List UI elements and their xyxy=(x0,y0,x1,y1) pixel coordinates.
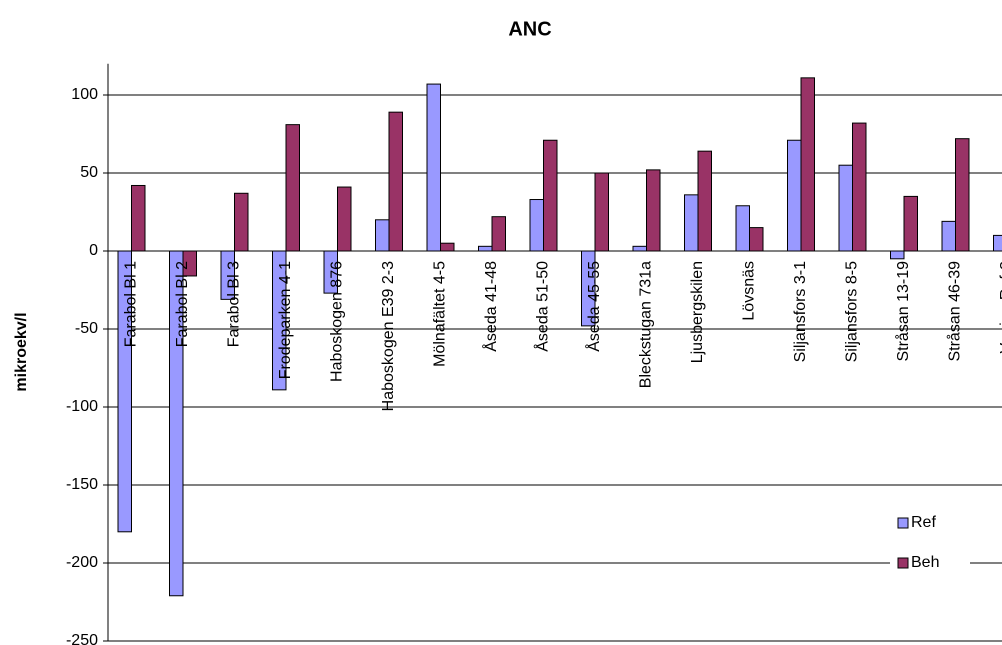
x-tick-label: Siljansfors 3-1 xyxy=(792,261,809,362)
bar xyxy=(646,169,661,252)
bar xyxy=(852,122,867,252)
x-tick-label: Åseda 51-50 xyxy=(533,261,552,352)
y-tick-label: -200 xyxy=(66,554,98,571)
bar xyxy=(543,139,558,252)
x-tick-label: Stråsan 46-39 xyxy=(946,261,964,362)
x-tick-label: Farabol Bl 2 xyxy=(174,261,191,347)
bar xyxy=(285,124,300,252)
x-tick-label: Haboskogen E39 2-3 xyxy=(380,261,397,411)
bar xyxy=(491,216,506,252)
x-tick-label: Frodeparken 4-1 xyxy=(277,261,294,379)
bar xyxy=(955,138,970,252)
bar xyxy=(337,186,352,252)
bar xyxy=(903,195,918,252)
legend-swatch xyxy=(897,517,909,529)
bar xyxy=(735,205,750,252)
bar xyxy=(440,242,455,252)
legend-label: Beh xyxy=(911,554,939,571)
y-tick-label: -50 xyxy=(75,320,98,337)
bar xyxy=(169,250,184,597)
bar xyxy=(220,250,235,300)
bar xyxy=(388,111,403,252)
bar xyxy=(632,245,647,252)
bar xyxy=(787,139,802,252)
x-tick-label: Bleckstugan 731a xyxy=(638,261,655,388)
y-tick-label: 100 xyxy=(71,86,98,103)
legend-swatch xyxy=(897,557,909,569)
y-tick-label: 50 xyxy=(80,164,98,181)
x-tick-label: Ljusbergskilen xyxy=(689,261,706,363)
bar xyxy=(941,220,956,252)
y-tick-label: -100 xyxy=(66,398,98,415)
x-tick-label: Åseda 41-48 xyxy=(481,261,500,352)
x-tick-label: Venjan Ref-3 xyxy=(998,261,1002,354)
bar xyxy=(529,199,544,252)
bar xyxy=(182,250,197,277)
x-tick-label: Haboskogen 876 xyxy=(329,261,346,382)
y-axis-label: mikroekv/l xyxy=(13,312,30,391)
x-tick-label: Farabol Bl 3 xyxy=(226,261,243,347)
bar xyxy=(697,150,712,252)
legend-label: Ref xyxy=(911,514,936,531)
bar xyxy=(749,227,764,252)
bar xyxy=(117,250,132,533)
bar xyxy=(375,219,390,252)
bar xyxy=(581,250,596,327)
bar xyxy=(684,194,699,252)
x-tick-label: Stråsan 13-19 xyxy=(894,261,912,362)
x-tick-label: Åseda 45-55 xyxy=(584,261,603,352)
y-tick-label: 0 xyxy=(89,242,98,259)
bar xyxy=(426,83,441,252)
bar xyxy=(272,250,287,391)
bar xyxy=(838,164,853,252)
x-tick-label: Lövsnäs xyxy=(741,261,758,321)
x-tick-label: Siljansfors 8-5 xyxy=(844,261,861,362)
y-tick-label: -250 xyxy=(66,632,98,645)
bar xyxy=(131,184,146,252)
bar xyxy=(323,250,338,294)
bar xyxy=(234,192,249,252)
bar xyxy=(800,77,815,252)
bar xyxy=(890,250,905,260)
x-tick-label: Farabol Bl 1 xyxy=(123,261,140,347)
bar xyxy=(993,234,1002,252)
y-tick-label: -150 xyxy=(66,476,98,493)
bar xyxy=(478,245,493,252)
x-tick-label: Mölnafältet 4-5 xyxy=(432,261,449,367)
bar xyxy=(594,172,609,252)
chart-title: ANC xyxy=(508,18,551,40)
